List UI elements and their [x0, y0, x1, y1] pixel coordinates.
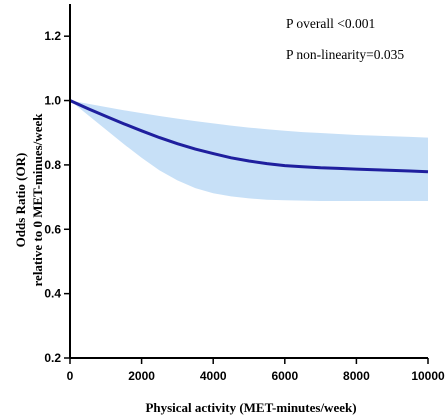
y-axis: 0.2 0.4 0.6 0.8 1.0 1.2 [44, 4, 71, 365]
x-tick-label: 6000 [271, 369, 298, 383]
confidence-band [70, 100, 428, 201]
y-axis-title-line1: Odds Ratio (OR) [13, 153, 28, 248]
annotation-p-nonlinearity: P non-linearity=0.035 [286, 47, 404, 62]
x-axis-title: Physical activity (MET-minutes/week) [145, 400, 356, 415]
y-tick-label: 0.6 [44, 222, 61, 236]
x-tick-label: 0 [67, 369, 74, 383]
x-tick-label: 10000 [411, 369, 445, 383]
x-tick-label: 4000 [200, 369, 227, 383]
y-tick-label: 1.2 [44, 29, 61, 43]
y-tick-label: 1.0 [44, 94, 61, 108]
y-tick-label: 0.8 [44, 158, 61, 172]
x-axis: 0 2000 4000 6000 8000 10000 [67, 357, 445, 383]
annotation-p-overall: P overall <0.001 [286, 16, 375, 31]
y-axis-title-line2: relative to 0 MET-minues/week [30, 113, 45, 287]
x-tick-label: 8000 [343, 369, 370, 383]
odds-ratio-line [69, 99, 429, 174]
y-tick-label: 0.4 [44, 287, 61, 301]
x-tick-label: 2000 [128, 369, 155, 383]
y-tick-label: 0.2 [44, 351, 61, 365]
